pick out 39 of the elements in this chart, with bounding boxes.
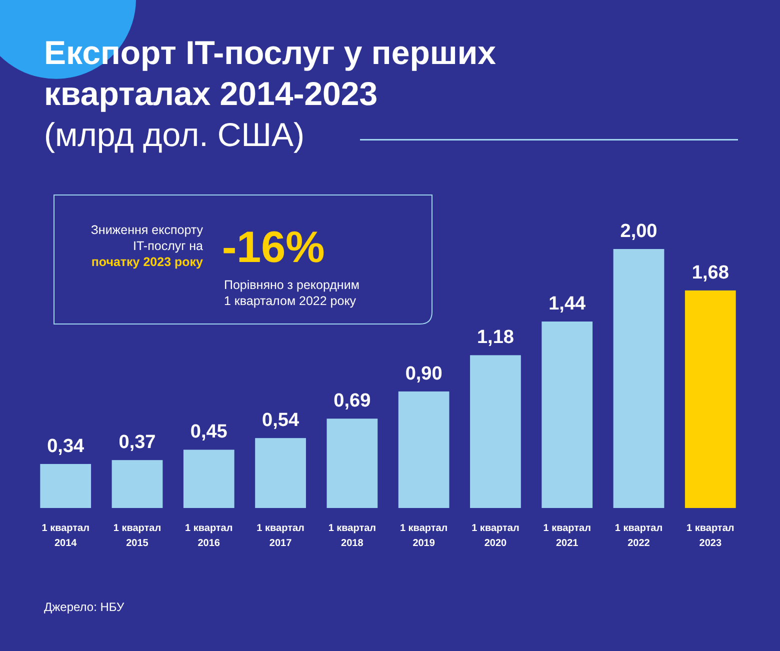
data-label: 2,00: [620, 221, 658, 242]
x-tick-label: 1 квартал 2014: [42, 523, 90, 549]
bar: [398, 391, 450, 508]
annotation: IT-послуг на: [133, 239, 204, 253]
annotation: Порівняно з рекордним: [224, 278, 360, 292]
data-label: 0,34: [47, 436, 85, 457]
bar: [255, 438, 306, 508]
x-tick-label: 1 квартал 2023: [686, 523, 734, 549]
data-label: 1,44: [548, 294, 586, 315]
data-label: 0,69: [334, 390, 371, 412]
chart-subtitle: (млрд дол. США): [44, 116, 305, 153]
data-label: 0,45: [190, 422, 228, 443]
x-tick-label: 1 квартал 2017: [256, 523, 304, 549]
bar: [470, 355, 521, 508]
annotation: початку 2023 року: [91, 255, 204, 269]
x-tick-label: 1 квартал 2020: [472, 523, 520, 549]
x-tick-label: 1 квартал 2015: [113, 523, 162, 549]
bar: [684, 290, 736, 508]
chart-title: Експорт IT-послуг у перших кварталах 2014-2023: [44, 34, 497, 112]
bar: [326, 418, 378, 508]
bar: [542, 322, 593, 508]
x-tick-label: 1 квартал 2022: [614, 523, 663, 549]
text: Зниження експорту: [90, 223, 204, 237]
bar: [183, 450, 234, 508]
data-label: 0,54: [262, 410, 300, 432]
text: Джерело: НБУ: [44, 600, 125, 614]
bar: [40, 464, 92, 508]
data-label: 0,90: [405, 363, 442, 384]
annotation: -16%: [222, 223, 325, 272]
x-tick-label: 1 квартал 2016: [185, 523, 233, 549]
bar: [613, 249, 664, 508]
x-tick-label: 1 квартал 2019: [400, 523, 448, 549]
data-label: 0,37: [118, 432, 156, 454]
data-label: 1,68: [692, 262, 729, 284]
x-tick-label: 1 квартал 2021: [543, 523, 591, 549]
annotation: 1 кварталом 2022 року: [224, 294, 357, 308]
bar: [112, 460, 163, 508]
data-label: 1,18: [476, 327, 514, 348]
x-tick-label: 1 квартал 2018: [328, 523, 376, 549]
